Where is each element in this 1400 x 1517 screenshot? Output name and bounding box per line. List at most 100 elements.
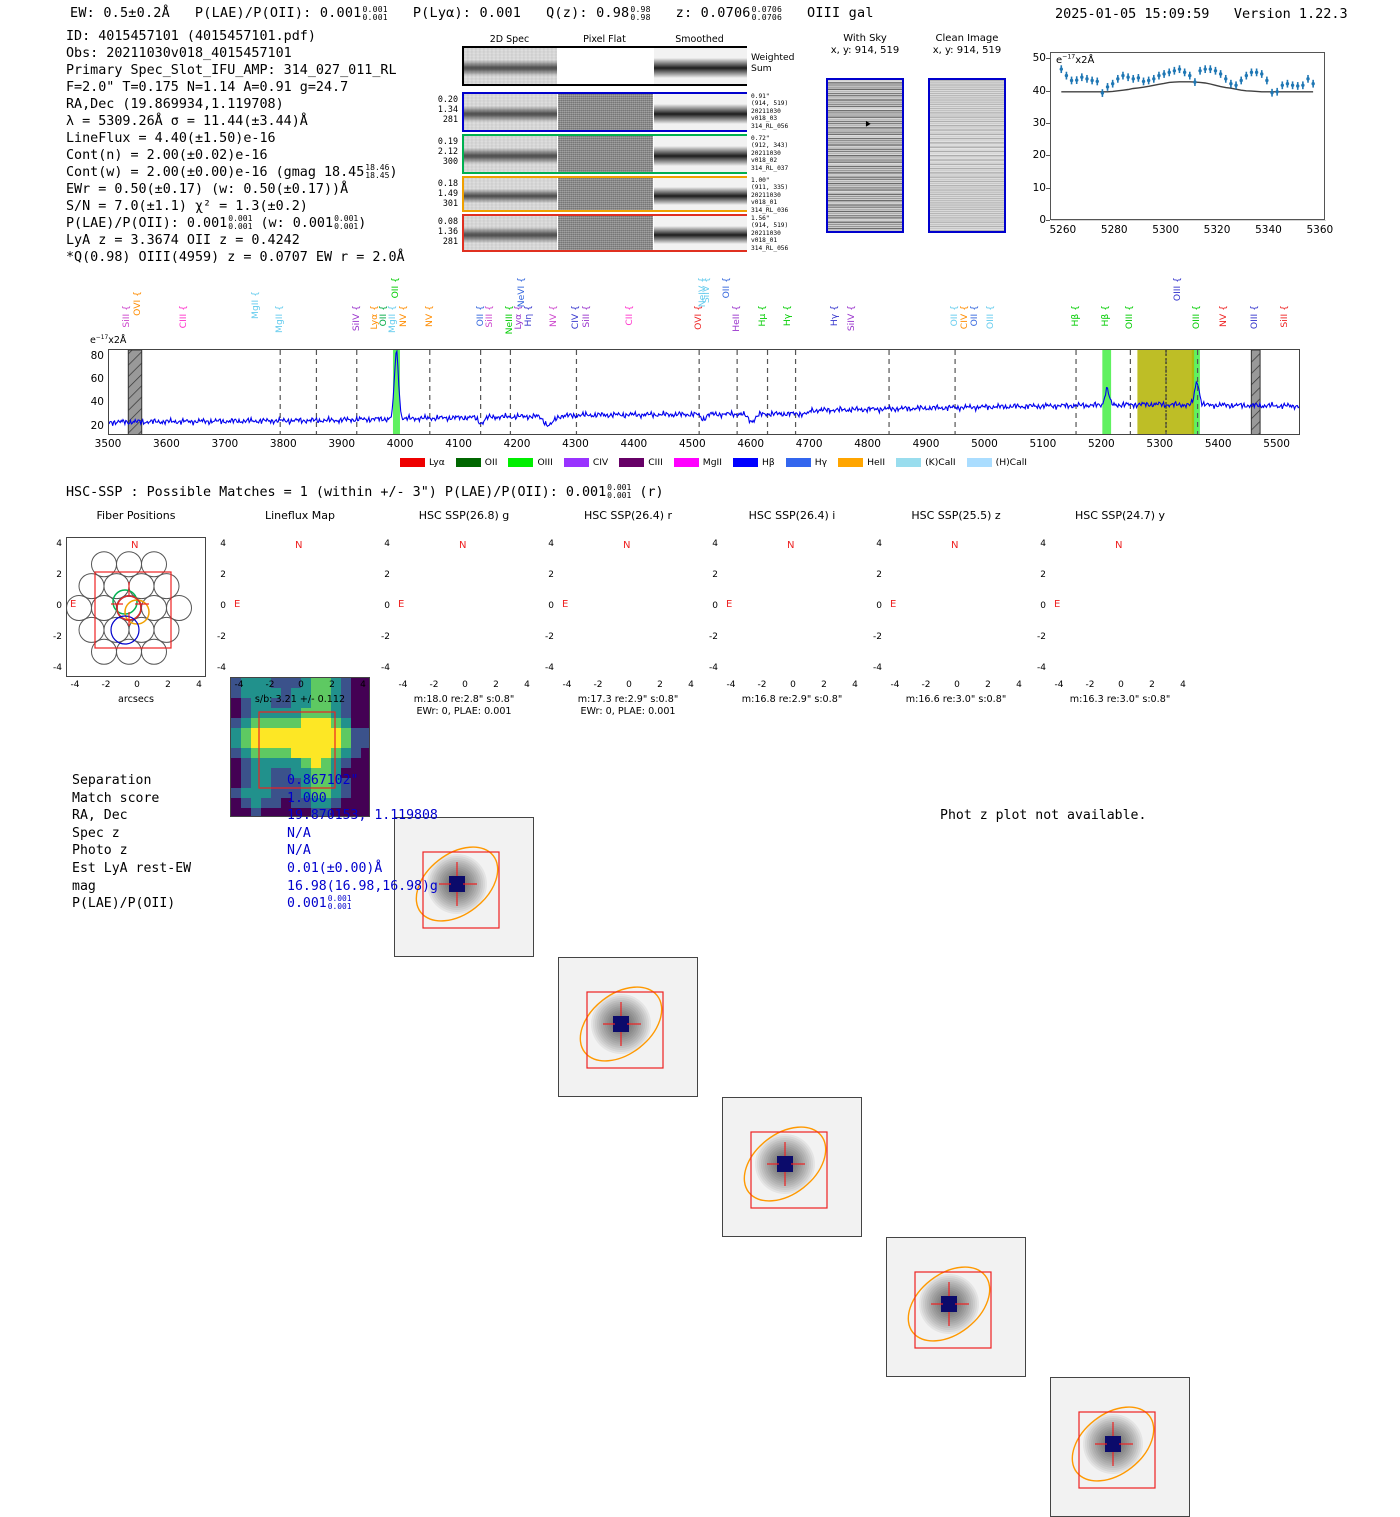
- match-row-value: 0.867102": [287, 773, 359, 788]
- hsc-panel-svg: [559, 958, 697, 1096]
- pixel-flat-image: [558, 178, 653, 210]
- spec2d-image: [464, 94, 557, 130]
- cutout-image-0[interactable]: [826, 78, 904, 233]
- hsc-ytick: 4: [1040, 539, 1046, 549]
- legend-item-0: Lyα: [400, 457, 445, 468]
- flux-ytick-mark: [1046, 220, 1050, 221]
- legend-item-9: (K)CalI: [896, 457, 956, 468]
- hsc-xtick: -2: [757, 680, 767, 690]
- hsc-panel-3[interactable]: [558, 957, 698, 1097]
- hsc-panel-5[interactable]: [886, 1237, 1026, 1377]
- smoothed-image: [654, 94, 747, 130]
- spec2d-row-meta: 0.72" (912, 343) 20211030 v018_02 314_RL_037: [751, 135, 811, 172]
- spectrum-axes[interactable]: [108, 349, 1300, 435]
- spec2d-row-meta-2: 20211030: [751, 191, 781, 199]
- flux-ytick: 40: [1032, 84, 1046, 97]
- legend-label: CIII: [648, 457, 663, 468]
- hsc-panel-title-4: HSC SSP(26.4) i: [748, 509, 836, 522]
- aperture-ellipse: [415, 846, 499, 922]
- smoothed-image: [654, 178, 747, 210]
- flux-ytick-mark: [1046, 123, 1050, 125]
- compass-east: E: [398, 599, 405, 610]
- spectrum-xtick: 5500: [1263, 438, 1290, 450]
- hsc-panel-svg: [1051, 1378, 1189, 1516]
- spectrum-xtick: 4400: [620, 438, 648, 450]
- spectrum-line-label: OIII {: [1249, 305, 1261, 330]
- spectrum-line-label: OIII {: [985, 305, 997, 330]
- hsc-ytick: -4: [1037, 663, 1046, 673]
- spectrum-line-label: Hγ {: [781, 305, 793, 327]
- compass-east: E: [726, 599, 733, 610]
- compass-north: N: [459, 540, 467, 551]
- hsc-panel-6[interactable]: [1050, 1377, 1190, 1517]
- hsc-panel-2[interactable]: [394, 817, 534, 957]
- hsc-caption-line1: s/b: 3.21 +/- 0.112: [254, 694, 346, 705]
- spec2d-row-meta: 1.56" (914, 519) 20211030 v018_01 314_RL_056: [751, 215, 811, 252]
- match-row-value: 1.000: [287, 790, 327, 806]
- info-radec: RA,Dec (19.869934,1.119708): [66, 97, 284, 112]
- hsc-panel-title-2: HSC SSP(26.8) g: [418, 509, 510, 522]
- spectrum-line-label: OII {: [390, 277, 402, 299]
- hsc-ytick: 4: [712, 539, 718, 549]
- spec2d-strip[interactable]: [462, 214, 747, 252]
- hsc-caption-line1: m:17.3 re:2.9" s:0.8": [577, 694, 679, 705]
- smoothed-trace: [654, 58, 747, 78]
- spectrum-xtick: 4000: [386, 438, 414, 450]
- legend-swatch: [673, 458, 699, 467]
- spec2d-strip[interactable]: [462, 92, 747, 132]
- header-plae-hi: 0.001: [362, 4, 388, 14]
- spec2d-strip[interactable]: [462, 134, 747, 174]
- hsc-panel-4[interactable]: [722, 1097, 862, 1237]
- hsc-xtick: 2: [329, 680, 335, 690]
- match-row-key: mag: [72, 878, 96, 894]
- spec2d-row-stat-1: 1.49: [437, 188, 458, 198]
- info-continuum-narrow: Cont(n) = 2.00(±0.02)e-16: [66, 148, 268, 163]
- spec2d-row-stat-1: 1.36: [437, 226, 458, 236]
- hsc-heading-post: (r): [639, 485, 664, 501]
- spec2d-row-stat-0: 0.19: [437, 136, 458, 146]
- hsc-ytick: 4: [220, 539, 226, 549]
- hsc-panel-1[interactable]: [230, 677, 370, 817]
- spectrum-ytick: 60: [90, 373, 104, 386]
- match-row-key: Est LyA rest-EW: [72, 860, 192, 876]
- match-row-key: Photo z: [72, 843, 128, 859]
- hsc-ytick: 4: [384, 539, 390, 549]
- hsc-heading-hi: 0.001: [607, 483, 632, 492]
- hsc-panel-caption-6: m:16.3 re:3.0" s:0.8": [1028, 694, 1212, 706]
- hsc-panel-title-5: HSC SSP(25.5) z: [911, 509, 1001, 522]
- spec2d-row-stat-2: 281: [442, 114, 458, 124]
- flux-ytick: 0: [1039, 214, 1046, 226]
- hsc-panel-svg: [231, 678, 369, 816]
- info-lineflux: LineFlux = 4.40(±1.50)e-16: [66, 131, 276, 146]
- hsc-ytick: -4: [53, 663, 62, 673]
- flux-ytick: 20: [1032, 149, 1046, 162]
- hsc-xtick: 2: [165, 680, 171, 690]
- hsc-panel-svg: [723, 1098, 861, 1236]
- info-redshift-solutions: LyA z = 3.3674 OII z = 0.4242: [66, 233, 300, 249]
- cutout-coords: x, y: 914, 519: [830, 45, 900, 56]
- spec2d-trace: [464, 60, 557, 76]
- header-plae-value: 0.001: [319, 5, 362, 22]
- spectrum-line-label: OVI {: [131, 291, 143, 316]
- spec2d-strip[interactable]: [462, 176, 747, 212]
- hsc-panel-caption-3: m:17.3 re:2.9" s:0.8" EWr: 0, PLAE: 0.001: [536, 694, 720, 718]
- spectrum-xtick: 5200: [1087, 438, 1115, 450]
- info-ewr: EWr = 0.50(±0.17) (w: 0.50(±0.17))Å: [66, 182, 349, 198]
- spec2d-strip[interactable]: [462, 46, 747, 86]
- spectrum-line-label: NV {: [548, 305, 560, 327]
- spec2d-row-meta-4: 314_RL_056: [751, 122, 789, 130]
- spectrum-xtick: 4900: [912, 438, 940, 450]
- hsc-ytick: -2: [1037, 632, 1046, 642]
- hsc-ytick: 4: [548, 539, 554, 549]
- match-row: Match score 1.000: [72, 790, 438, 808]
- hsc-caption-line1: m:16.3 re:3.0" s:0.8": [1069, 694, 1171, 705]
- compass-north: N: [131, 540, 139, 551]
- hsc-panel-0[interactable]: [66, 537, 206, 677]
- hsc-panel-svg: [67, 538, 205, 676]
- hsc-ytick: -2: [709, 632, 718, 642]
- spec2d-row-meta: 1.00" (911, 335) 20211030 v018_01 314_RL_036: [751, 177, 811, 214]
- header-plae-lo: 0.001: [362, 12, 388, 23]
- hsc-heading-lo: 0.001: [607, 491, 632, 501]
- cutout-image-1[interactable]: [928, 78, 1006, 233]
- hsc-xtick: -2: [593, 680, 603, 690]
